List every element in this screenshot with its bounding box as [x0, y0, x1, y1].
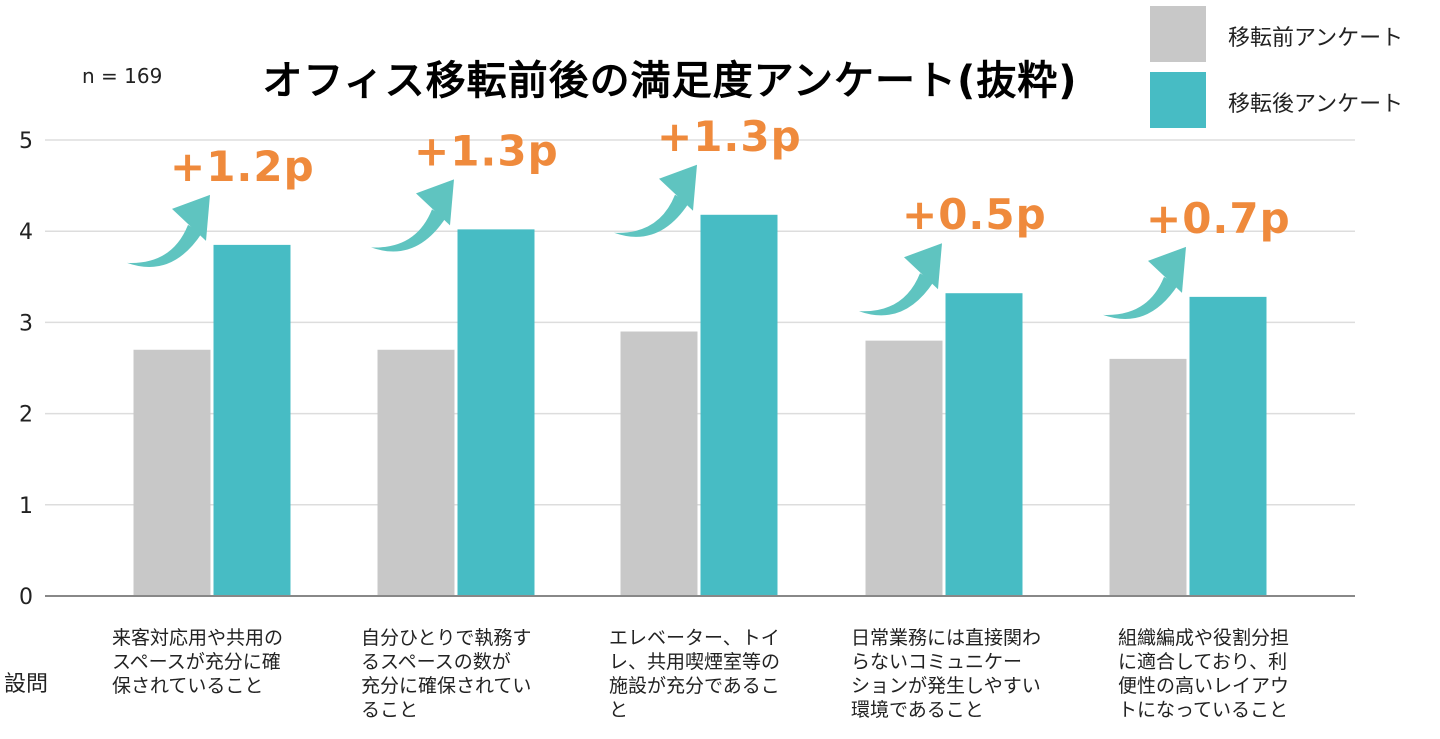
x-axis-title: 設問	[4, 672, 49, 697]
delta-label: +1.3p	[657, 112, 802, 161]
arrow-body	[371, 209, 446, 252]
arrow-body	[127, 224, 202, 268]
y-tick-label: 0	[19, 585, 33, 610]
category-label-line: スペースが充分に確	[112, 651, 281, 673]
category-label-line: レ、共用喫煙室等の	[609, 651, 781, 673]
bar-after	[1189, 296, 1267, 596]
category-label-line: ションが発生しやすい	[851, 675, 1041, 697]
arrow-head	[416, 179, 454, 226]
bar-before	[133, 349, 211, 596]
bar-before	[865, 340, 943, 596]
delta-label: +0.5p	[902, 190, 1047, 239]
bar-before	[377, 349, 455, 596]
category-label: エレベーター、トイ レ、共用喫煙室等の 施設が充分であること	[609, 626, 809, 722]
arrow-head	[659, 164, 697, 211]
category-label-line: と	[609, 699, 629, 721]
category-label: 自分ひとりで執務す るスペースの数が 充分に確保されてい ること	[361, 626, 561, 722]
arrow-body	[614, 194, 689, 237]
bar-after	[213, 244, 291, 596]
y-tick-label: 2	[19, 403, 33, 428]
bar-before	[620, 331, 698, 596]
category-label-line: らないコミュニケー	[851, 651, 1023, 673]
delta-label: +1.3p	[414, 126, 559, 175]
category-label-line: るスペースの数が	[361, 651, 511, 673]
legend-label-before: 移転前アンケート	[1228, 26, 1404, 51]
legend-swatch-before	[1150, 6, 1206, 62]
category-label-line: 来客対応用や共用の	[112, 627, 284, 649]
category-label-line: に適合しており、利	[1118, 651, 1288, 673]
trend-arrow	[127, 194, 210, 268]
y-tick-label: 5	[19, 129, 33, 154]
sample-size: n = 169	[82, 64, 163, 88]
category-label-line: 充分に確保されてい	[361, 675, 532, 697]
category-label-line: 日常業務には直接関わ	[851, 627, 1042, 649]
delta-label: +1.2p	[170, 142, 315, 191]
category-label: 来客対応用や共用の スペースが充分に確 保されていること	[112, 626, 312, 698]
trend-arrow	[371, 179, 454, 252]
arrow-body	[1103, 276, 1178, 319]
category-label-line: 環境であること	[851, 699, 984, 721]
arrow-head	[172, 194, 210, 241]
category-label-line: 便性の高いレイアウ	[1118, 675, 1290, 697]
y-tick-label: 3	[19, 311, 33, 336]
trend-arrow	[1103, 246, 1186, 319]
arrow-head	[904, 243, 942, 290]
bar-before	[1109, 358, 1187, 596]
arrow-body	[859, 273, 934, 316]
trend-arrow	[614, 164, 697, 237]
chart-title: オフィス移転前後の満足度アンケート(抜粋)	[262, 58, 1078, 104]
delta-label: +0.7p	[1146, 194, 1291, 243]
y-tick-label: 1	[19, 494, 33, 519]
category-label: 組織編成や役割分担 に適合しており、利 便性の高いレイアウ トになっていること	[1118, 626, 1318, 722]
arrow-head	[1148, 246, 1186, 293]
legend-label-after: 移転後アンケート	[1228, 92, 1404, 117]
category-label-line: 施設が充分であるこ	[609, 675, 780, 697]
category-label-line: 組織編成や役割分担	[1118, 627, 1290, 649]
bar-after	[945, 293, 1023, 596]
category-label-line: ること	[361, 699, 419, 721]
y-tick-label: 4	[19, 220, 33, 245]
category-label-line: トになっていること	[1118, 699, 1289, 721]
bar-after	[700, 214, 778, 596]
category-label-line: 保されていること	[112, 675, 264, 697]
category-label: 日常業務には直接関わ らないコミュニケー ションが発生しやすい 環境であること	[851, 626, 1051, 722]
category-label-line: 自分ひとりで執務す	[361, 627, 532, 649]
trend-arrow	[859, 243, 942, 316]
legend-swatch-after	[1150, 72, 1206, 128]
bar-after	[457, 229, 535, 596]
category-label-line: エレベーター、トイ	[609, 627, 780, 649]
